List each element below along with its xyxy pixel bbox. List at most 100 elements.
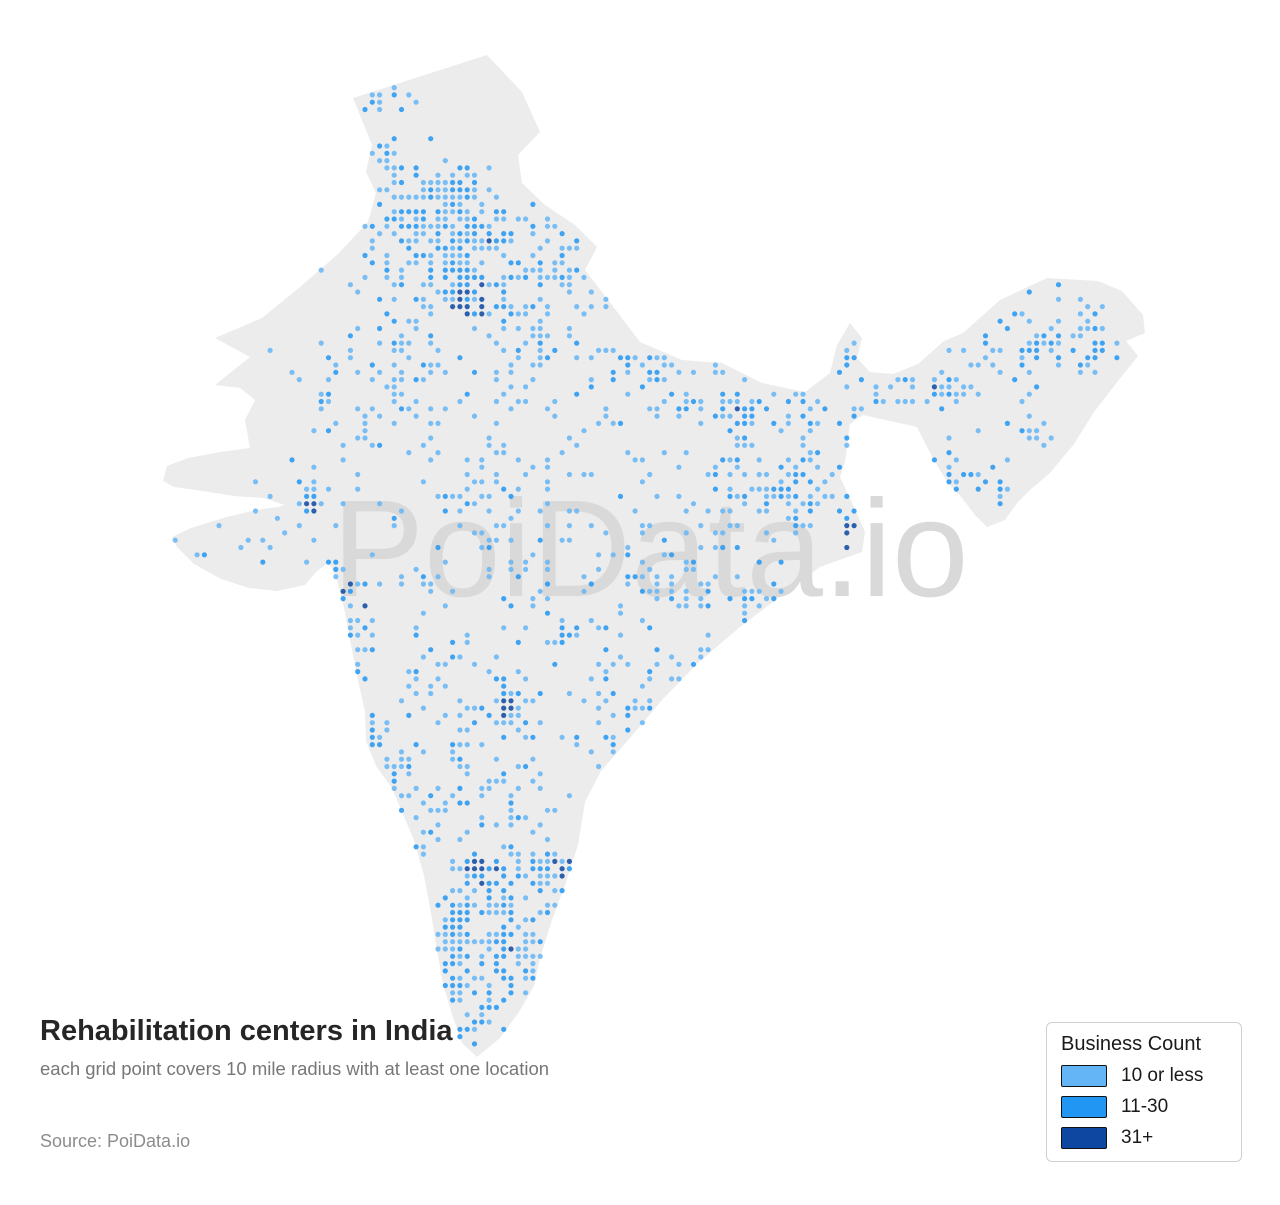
map-dot [654, 406, 660, 412]
map-dot [822, 406, 828, 412]
map-dot [727, 508, 733, 514]
map-dot [493, 676, 499, 682]
map-dot [1092, 369, 1098, 375]
map-dot [523, 873, 529, 879]
map-dot [479, 201, 485, 207]
map-dot [493, 880, 499, 886]
map-dot [544, 501, 551, 507]
map-dot [428, 252, 434, 259]
map-dot [523, 720, 529, 726]
map-dot [807, 450, 813, 456]
map-dot [1048, 340, 1054, 346]
map-dot [318, 267, 324, 273]
map-dot [763, 596, 770, 602]
map-dot [391, 92, 397, 98]
map-dot [420, 304, 426, 310]
map-dot [537, 873, 543, 879]
map-dot [457, 179, 463, 186]
map-dot [501, 997, 507, 1003]
map-dot [530, 961, 536, 967]
map-dot [493, 282, 499, 288]
map-dot [647, 566, 653, 573]
map-dot [1085, 325, 1091, 332]
map-dot [238, 544, 244, 551]
map-dot [450, 296, 456, 302]
map-dot [479, 785, 485, 792]
map-dot [413, 742, 419, 748]
map-dot [493, 968, 499, 974]
map-dot [639, 705, 646, 711]
map-dot [778, 559, 784, 565]
map-dot [457, 866, 463, 872]
map-dot [333, 369, 339, 375]
map-dot [362, 428, 368, 434]
map-dot [289, 369, 295, 375]
map-dot [486, 669, 492, 675]
map-dot [961, 391, 967, 397]
map-dot [369, 223, 375, 229]
map-dot [464, 639, 470, 646]
map-dot [420, 844, 426, 850]
map-dot [296, 523, 302, 529]
map-dot [559, 734, 565, 740]
map-dot [450, 858, 456, 865]
map-dot [873, 391, 879, 397]
map-dot [603, 406, 609, 412]
map-dot [479, 815, 485, 821]
map-dot [479, 939, 485, 945]
map-dot [654, 661, 660, 667]
map-dot [501, 888, 507, 894]
map-dot [1092, 355, 1098, 361]
map-dot [559, 245, 565, 251]
map-dot [544, 486, 551, 492]
map-dot [537, 355, 543, 361]
map-dot [464, 931, 470, 938]
map-dot [720, 406, 726, 412]
map-dot [501, 347, 507, 353]
map-dot [778, 588, 784, 594]
map-dot [537, 785, 543, 792]
map-dot [544, 836, 551, 843]
map-dot [508, 815, 514, 821]
map-dot [457, 698, 463, 704]
map-dot [566, 435, 573, 441]
map-dot [355, 669, 361, 675]
map-dot [406, 756, 412, 762]
map-dot [508, 690, 514, 697]
map-dot [398, 238, 405, 244]
map-dot [669, 362, 675, 368]
map-dot [508, 917, 514, 923]
map-dot [501, 844, 507, 850]
map-dot [1077, 325, 1083, 332]
map-dot [537, 953, 543, 959]
map-dot [676, 413, 682, 419]
map-dot [347, 282, 353, 288]
map-dot [377, 201, 383, 207]
map-dot [435, 902, 441, 908]
map-dot [588, 523, 594, 529]
map-dot [464, 216, 470, 222]
map-dot [727, 471, 733, 478]
map-dot [391, 362, 397, 368]
map-dot [997, 318, 1003, 324]
map-dot [669, 654, 675, 660]
map-dot [508, 895, 514, 901]
map-dot [508, 260, 514, 266]
map-dot [457, 508, 463, 514]
map-dot [377, 325, 383, 332]
map-dot [544, 355, 551, 361]
map-dot [464, 968, 470, 974]
map-dot [961, 347, 967, 353]
map-dot [537, 333, 543, 339]
map-dot [1077, 296, 1083, 302]
map-dot [785, 501, 792, 507]
map-dot [464, 282, 470, 288]
map-dot [698, 398, 704, 405]
map-dot [544, 873, 551, 879]
map-dot [581, 588, 587, 594]
map-dot [683, 450, 689, 456]
map-dot [537, 771, 543, 777]
map-dot [442, 296, 448, 302]
map-dot [1092, 325, 1098, 332]
map-dot [347, 581, 353, 587]
